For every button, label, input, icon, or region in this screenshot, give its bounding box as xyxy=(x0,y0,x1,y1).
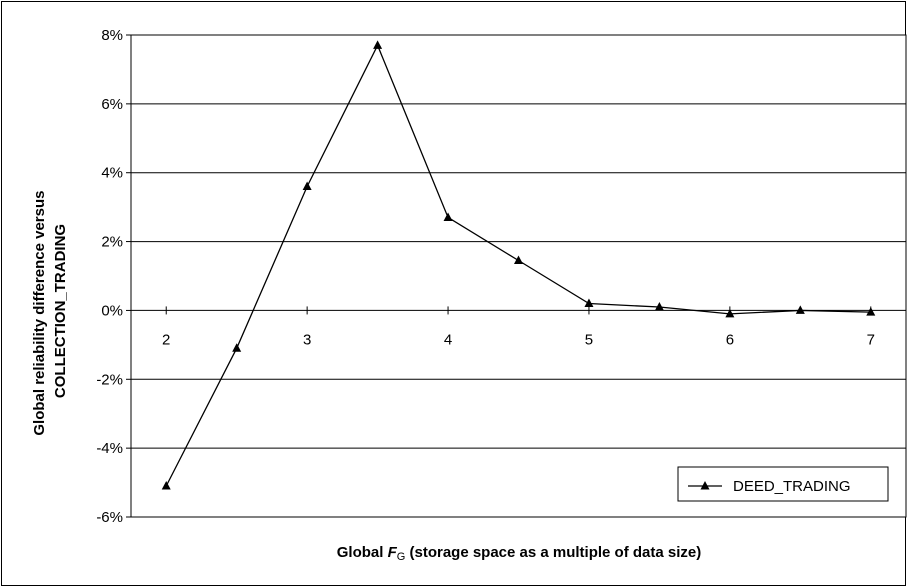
x-tick-label: 5 xyxy=(585,331,593,348)
y-axis: -6% -4% -2% 0% 2% 4% 6% 8% xyxy=(96,27,131,526)
y-tick-label: -2% xyxy=(96,371,123,388)
x-axis-title-symbol: F xyxy=(388,544,398,561)
y-tick-label: 0% xyxy=(101,302,123,319)
y-tick-label: 2% xyxy=(101,234,123,251)
y-tick-label: -6% xyxy=(96,509,123,526)
data-point-triangle xyxy=(584,298,594,308)
x-tick-label: 2 xyxy=(162,331,170,348)
legend-marker-triangle-icon xyxy=(700,481,710,490)
plot-area xyxy=(130,34,907,518)
legend-label: DEED_TRADING xyxy=(733,478,851,495)
data-point-triangle xyxy=(725,308,735,318)
data-point-triangle xyxy=(373,40,383,49)
y-axis-title-line2: COLLECTION_TRADING xyxy=(52,224,69,398)
data-point-triangle xyxy=(654,301,664,311)
y-tick-label: 6% xyxy=(101,96,123,113)
y-tick-label: -4% xyxy=(96,440,123,457)
x-axis-title-suffix: (storage space as a multiple of data siz… xyxy=(405,544,701,561)
data-point-triangle xyxy=(443,212,453,221)
data-point-triangle xyxy=(161,481,171,490)
x-axis-title: Global FG (storage space as a multiple o… xyxy=(337,544,702,563)
legend: DEED_TRADING xyxy=(677,466,889,502)
x-tick-label: 3 xyxy=(303,331,311,348)
x-tick-label: 7 xyxy=(867,331,875,348)
y-tick-label: 4% xyxy=(101,165,123,182)
data-point-triangle xyxy=(302,181,312,190)
x-tick-label: 6 xyxy=(726,331,734,348)
series-group xyxy=(161,40,876,490)
gridlines xyxy=(131,103,906,449)
data-point-triangle xyxy=(514,255,523,265)
y-axis-title-line1: Global reliability difference versus xyxy=(31,191,48,436)
x-tick-label: 4 xyxy=(444,331,452,348)
x-axis-title-prefix: Global xyxy=(337,544,388,561)
x-axis-title-subscript: G xyxy=(397,551,406,563)
y-axis-title: Global reliability difference versus COL… xyxy=(31,186,69,435)
data-point-triangle xyxy=(232,343,242,352)
data-point-triangle xyxy=(795,305,805,314)
data-point-triangle xyxy=(866,307,876,316)
y-tick-label: 8% xyxy=(101,27,123,44)
legend-box xyxy=(677,466,889,502)
